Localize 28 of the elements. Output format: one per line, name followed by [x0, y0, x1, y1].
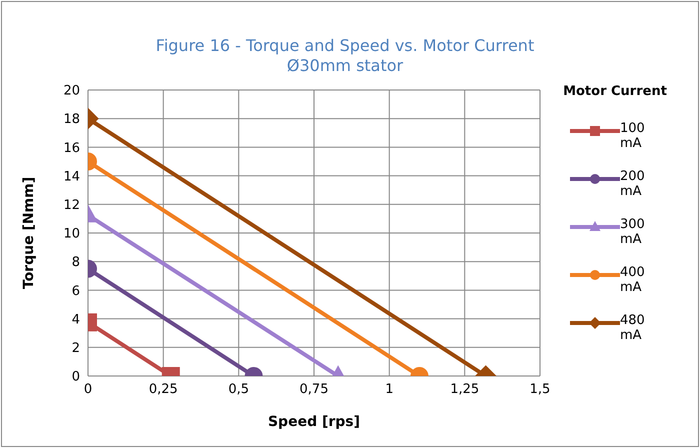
- y-tick-label: 10: [63, 226, 80, 242]
- y-tick-label: 16: [63, 140, 80, 156]
- x-axis-title: Speed [rps]: [268, 414, 360, 430]
- y-tick-label: 6: [72, 284, 80, 299]
- legend-title: Motor Current: [562, 84, 668, 99]
- y-tick-label: 0: [72, 370, 80, 385]
- chart-title: Figure 16 - Torque and Speed vs. Motor Current: [154, 36, 536, 56]
- x-tick-label: 0,5: [228, 382, 250, 398]
- x-tick-label: 0: [84, 382, 92, 398]
- x-tick-label: 1,25: [450, 382, 480, 398]
- y-tick-label: 4: [72, 312, 80, 328]
- legend-label: 400 mA: [620, 265, 646, 295]
- x-tick-label: 0,25: [148, 382, 178, 398]
- y-tick-label: 2: [72, 341, 80, 356]
- y-tick-label: 18: [63, 112, 80, 128]
- x-tick-label: 0,75: [300, 382, 328, 398]
- y-tick-label: 20: [63, 84, 80, 99]
- x-tick-label: 1,5: [530, 382, 550, 398]
- y-tick-label: 14: [63, 169, 80, 184]
- y-axis-title: Torque [Nmm]: [20, 176, 37, 290]
- y-tick-label: 8: [72, 255, 80, 270]
- legend-label: 480 mA: [620, 313, 646, 343]
- y-tick-label: 12: [63, 198, 80, 214]
- legend-label: 300 mA: [620, 217, 646, 247]
- legend-label: 200 mA: [620, 169, 646, 199]
- legend-label: 100 mA: [620, 121, 646, 151]
- x-tick-label: 1: [385, 382, 394, 398]
- chart-subtitle: Ø30mm stator: [286, 56, 404, 76]
